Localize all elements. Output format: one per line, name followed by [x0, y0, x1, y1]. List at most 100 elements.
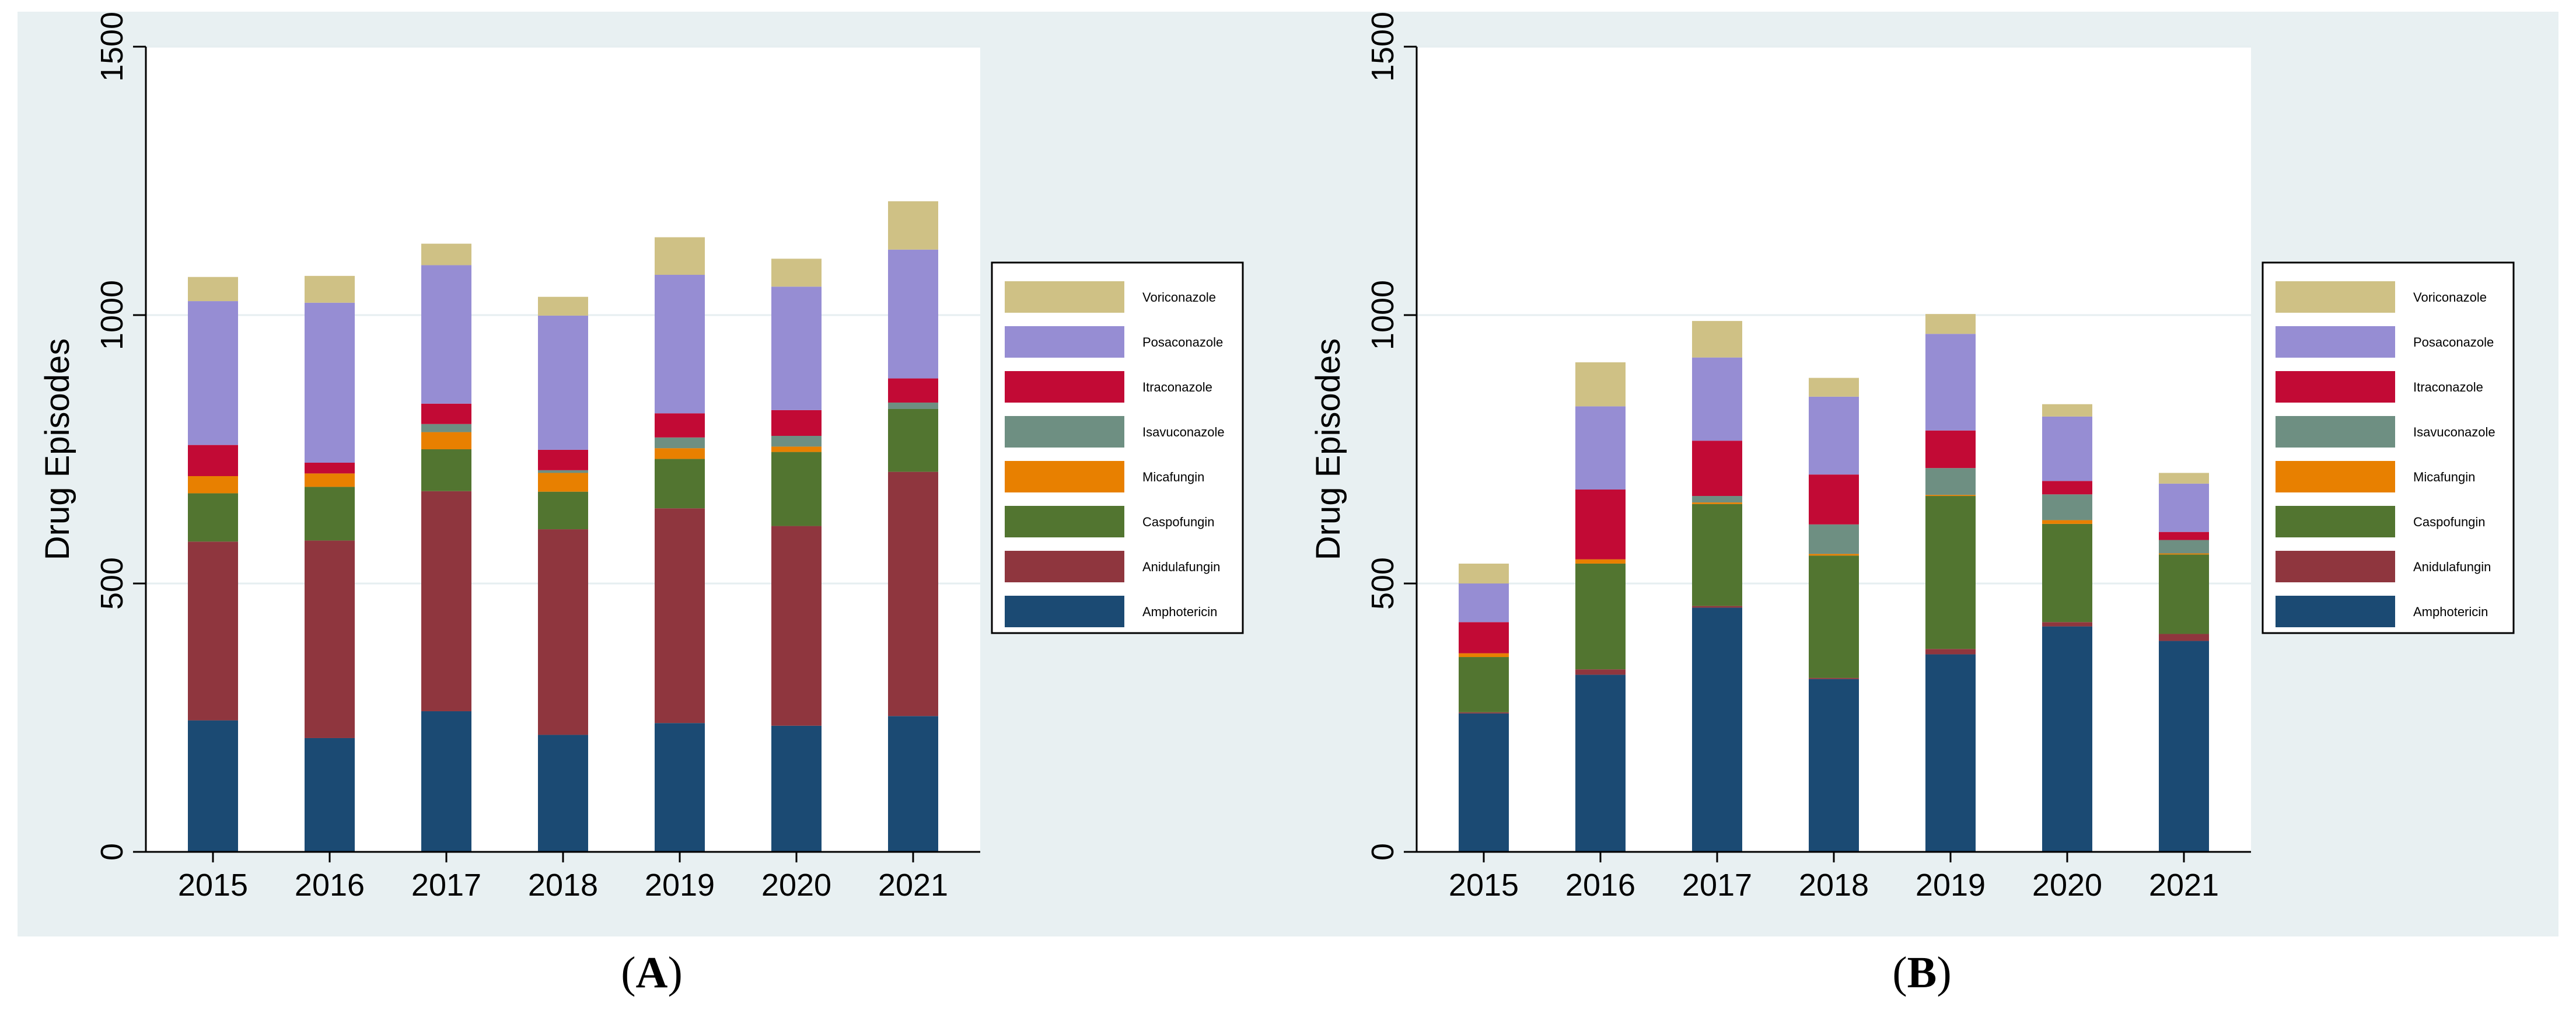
- bar-segment-caspofungin-2019: [655, 459, 705, 509]
- bar-segment-micafungin-2018: [538, 473, 588, 492]
- bar-segment-amphotericin-2020: [771, 725, 822, 852]
- x-tick-label: 2016: [295, 868, 365, 903]
- bar-segment-voriconazole-2015: [188, 277, 238, 302]
- legend-label-amphotericin: Amphotericin: [2413, 604, 2488, 619]
- panel-label-a: (A): [621, 948, 683, 997]
- bar-segment-caspofungin-2020: [771, 452, 822, 526]
- bar-segment-caspofungin-2016: [305, 487, 355, 541]
- bar-segment-itraconazole-2017: [1692, 441, 1742, 497]
- bar-segment-isavuconazole-2020: [2042, 494, 2092, 520]
- bar-segment-voriconazole-2020: [2042, 404, 2092, 417]
- bar-segment-anidulafungin-2019: [655, 508, 705, 724]
- legend-label-voriconazole: Voriconazole: [2413, 290, 2487, 305]
- bar-segment-itraconazole-2017: [421, 403, 471, 424]
- bar-segment-voriconazole-2017: [1692, 321, 1742, 358]
- x-ticks-b: 2015 2016 2017 2018 2019 2020 2021: [1449, 852, 2219, 903]
- legend-a: Voriconazole Posaconazole Itraconazole Isav…: [991, 261, 1244, 634]
- y-axis-title: Drug Episodes: [1309, 338, 1347, 560]
- bar-segment-amphotericin-2016: [1575, 675, 1626, 852]
- y-tick-label: 1000: [95, 280, 130, 350]
- bar-segment-posaconazole-2020: [771, 286, 822, 410]
- legend-swatch-posaconazole: [2276, 326, 2395, 358]
- bar-segment-isavuconazole-2018: [538, 470, 588, 473]
- legend-label-amphotericin: Amphotericin: [1142, 604, 1217, 619]
- legend-swatch-caspofungin: [1005, 506, 1124, 537]
- bar-segment-isavuconazole-2017: [421, 424, 471, 432]
- bar-segment-voriconazole-2021: [888, 201, 938, 250]
- bar-segment-posaconazole-2017: [421, 265, 471, 404]
- bar-segment-amphotericin-2021: [2159, 641, 2209, 852]
- bar-segment-anidulafungin-2019: [1925, 649, 1976, 655]
- legend-swatch-anidulafungin: [2276, 551, 2395, 582]
- bar-segment-posaconazole-2019: [655, 275, 705, 414]
- legend-swatch-posaconazole: [1005, 326, 1124, 358]
- x-tick-label: 2015: [178, 868, 248, 903]
- bar-segment-posaconazole-2015: [1459, 583, 1509, 623]
- bar-segment-micafungin-2017: [1692, 502, 1742, 504]
- bar-segment-itraconazole-2019: [1925, 430, 1976, 469]
- bar-segment-amphotericin-2018: [1809, 679, 1859, 852]
- bar-segment-posaconazole-2016: [1575, 406, 1626, 490]
- legend-swatch-caspofungin: [2276, 506, 2395, 537]
- bar-segment-posaconazole-2015: [188, 301, 238, 445]
- bar-segment-caspofungin-2020: [2042, 523, 2092, 623]
- bars-b: [1459, 314, 2209, 852]
- legend-label-caspofungin: Caspofungin: [2413, 515, 2486, 529]
- y-tick-label: 500: [1365, 557, 1400, 610]
- x-tick-label: 2017: [411, 868, 481, 903]
- bar-segment-caspofungin-2016: [1575, 563, 1626, 670]
- bar-segment-anidulafungin-2018: [1809, 677, 1859, 679]
- bar-segment-amphotericin-2019: [655, 723, 705, 852]
- bar-segment-caspofungin-2021: [888, 409, 938, 472]
- bar-segment-anidulafungin-2015: [188, 541, 238, 721]
- bar-segment-itraconazole-2019: [655, 413, 705, 438]
- bar-segment-micafungin-2019: [655, 448, 705, 459]
- bar-segment-anidulafungin-2015: [1459, 712, 1509, 714]
- legend-swatch-amphotericin: [1005, 596, 1124, 627]
- legend-label-voriconazole: Voriconazole: [1142, 290, 1216, 305]
- bar-segment-micafungin-2020: [771, 446, 822, 452]
- bar-segment-voriconazole-2019: [1925, 314, 1976, 334]
- bar-segment-voriconazole-2018: [1809, 378, 1859, 397]
- bar-segment-voriconazole-2018: [538, 296, 588, 316]
- bar-segment-itraconazole-2021: [2159, 532, 2209, 540]
- bar-segment-micafungin-2015: [1459, 653, 1509, 658]
- bar-segment-caspofungin-2018: [538, 491, 588, 530]
- legend-swatch-itraconazole: [2276, 371, 2395, 403]
- bar-segment-micafungin-2021: [2159, 553, 2209, 555]
- y-tick-label: 0: [95, 843, 130, 861]
- bar-segment-amphotericin-2019: [1925, 654, 1976, 852]
- legend-swatch-voriconazole: [1005, 281, 1124, 313]
- legend-label-anidulafungin: Anidulafungin: [1142, 560, 1220, 574]
- bars-a: [188, 201, 938, 852]
- x-tick-label: 2016: [1565, 868, 1635, 903]
- bar-segment-micafungin-2015: [188, 476, 238, 494]
- bar-segment-posaconazole-2018: [538, 315, 588, 450]
- legend-swatch-anidulafungin: [1005, 551, 1124, 582]
- legend-label-isavuconazole: Isavuconazole: [1142, 425, 1225, 439]
- bar-segment-amphotericin-2021: [888, 716, 938, 852]
- bar-segment-caspofungin-2017: [1692, 504, 1742, 606]
- bar-segment-isavuconazole-2019: [1925, 468, 1976, 495]
- y-tick-label: 500: [95, 557, 130, 610]
- legend-label-itraconazole: Itraconazole: [2413, 380, 2483, 394]
- bar-segment-micafungin-2019: [1925, 495, 1976, 497]
- bar-segment-anidulafungin-2016: [1575, 669, 1626, 675]
- legend-label-caspofungin: Caspofungin: [1142, 515, 1215, 529]
- legend-swatch-micafungin: [2276, 461, 2395, 492]
- y-tick-label: 0: [1365, 843, 1400, 861]
- x-ticks-a: 2015 2016 2017 2018 2019 2020 2021: [178, 852, 948, 903]
- bar-segment-voriconazole-2017: [421, 243, 471, 265]
- x-tick-label: 2018: [1799, 868, 1869, 903]
- y-tick-label: 1500: [95, 12, 130, 82]
- bar-segment-anidulafungin-2016: [305, 540, 355, 738]
- bar-segment-amphotericin-2015: [1459, 713, 1509, 852]
- x-tick-label: 2020: [761, 868, 831, 903]
- legend-swatch-itraconazole: [1005, 371, 1124, 403]
- x-tick-label: 2020: [2032, 868, 2102, 903]
- bar-segment-posaconazole-2017: [1692, 357, 1742, 441]
- bar-segment-isavuconazole-2017: [1692, 496, 1742, 503]
- bar-segment-caspofungin-2019: [1925, 496, 1976, 649]
- x-tick-label: 2015: [1449, 868, 1519, 903]
